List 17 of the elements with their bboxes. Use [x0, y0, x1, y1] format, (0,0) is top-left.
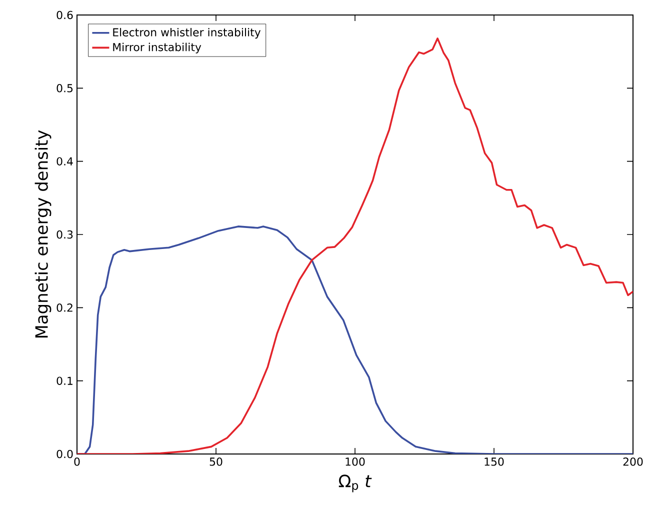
x-tick-label: 200	[623, 458, 643, 466]
y-tick-label: 0.2	[56, 304, 72, 312]
x-axis-title: Ω$_{p}$ t	[338, 474, 372, 492]
x-tick-label: 50	[210, 458, 222, 466]
y-tick-label: 0.1	[56, 376, 72, 385]
y-axis-title: Magnetic energy density	[34, 130, 52, 338]
x-tick-label: 0	[74, 458, 80, 466]
y-tick-label: 0.4	[56, 157, 73, 166]
legend-label: Electron whistler instability	[113, 28, 261, 39]
x-tick-label: 100	[346, 458, 365, 466]
legend-label: Mirror instability	[113, 42, 202, 54]
y-tick-label: 0.0	[56, 450, 73, 458]
y-tick-label: 0.3	[56, 230, 73, 239]
y-tick-label: 0.6	[56, 10, 73, 20]
y-tick-label: 0.5	[56, 84, 73, 92]
line-series	[77, 38, 634, 454]
x-tick-label: 150	[484, 458, 504, 466]
